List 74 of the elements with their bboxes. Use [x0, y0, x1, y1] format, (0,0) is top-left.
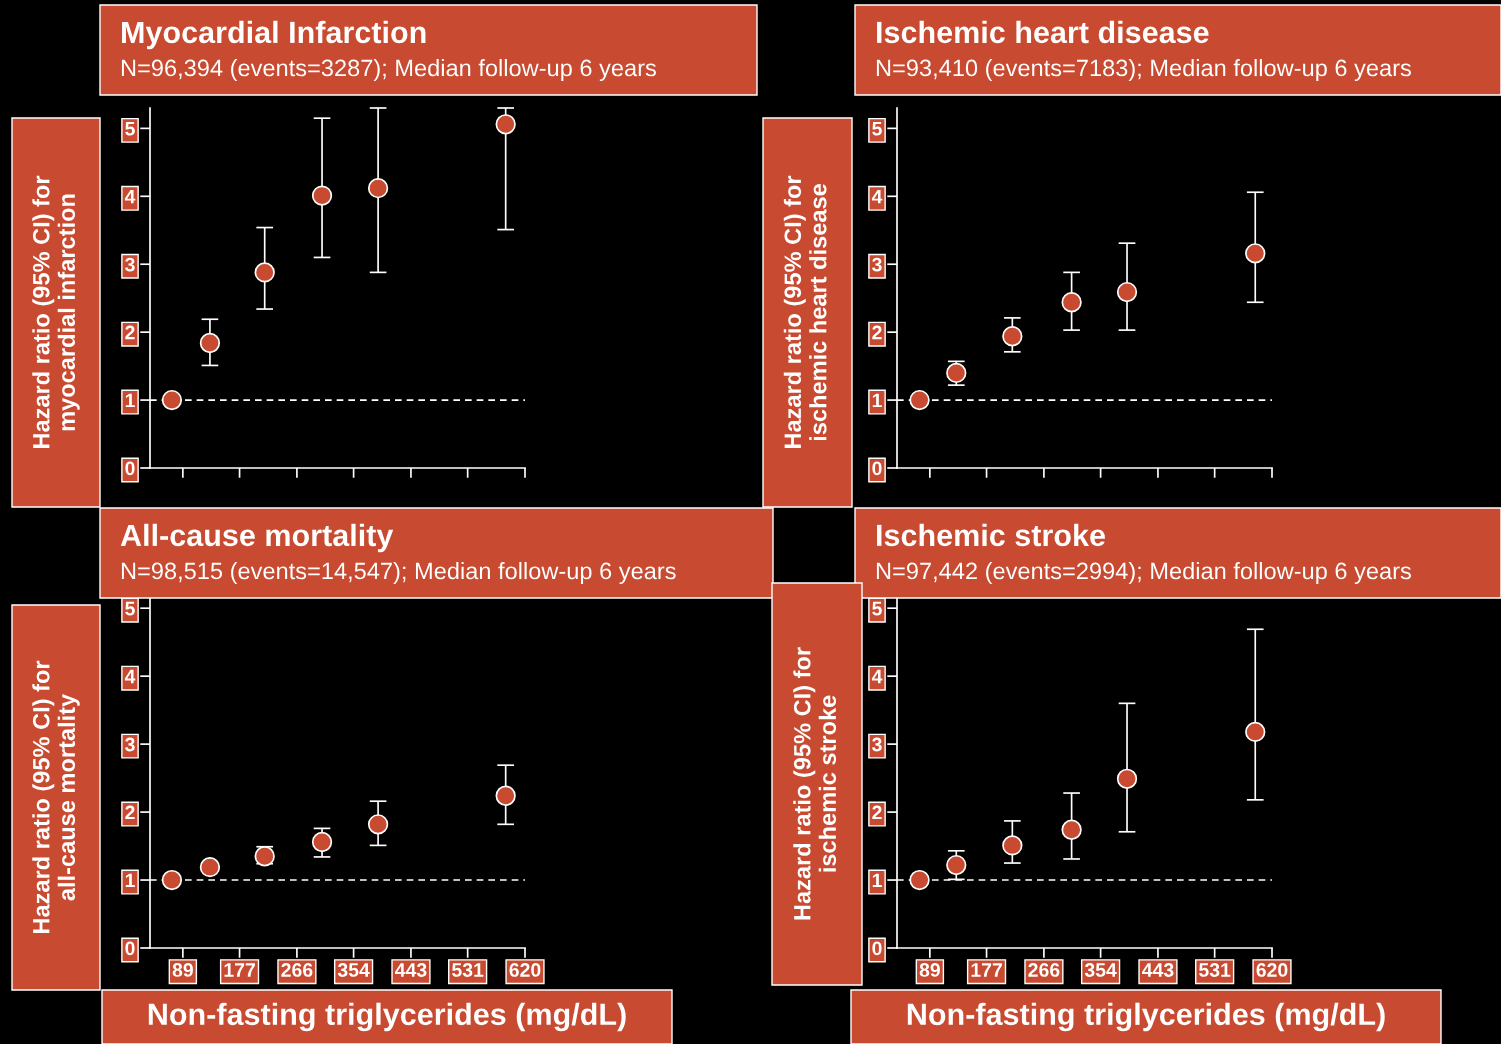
- point: [909, 869, 930, 891]
- point: [1002, 326, 1023, 347]
- y-tick-label: 3: [125, 257, 135, 272]
- x-tick-label: 354: [337, 963, 370, 977]
- y-tick-label: 0: [125, 941, 135, 956]
- x-tick-label: 89: [172, 963, 193, 977]
- point: [1061, 292, 1082, 313]
- x-tick-label: 443: [395, 963, 427, 977]
- y-tick-label: 1: [125, 393, 135, 408]
- y-tick-label: 4: [124, 189, 136, 204]
- y-axis-title: Hazard ratio (95% CI) for ischemic heart disease: [783, 175, 827, 449]
- x-tick-label: 354: [1084, 963, 1117, 977]
- chart-subtitle: N=98,515 (events=14,547); Median follow-up 6 years: [121, 561, 676, 585]
- x-tick-label: 620: [1256, 963, 1288, 977]
- y-tick-label: 2: [125, 805, 135, 820]
- point: [1002, 835, 1023, 856]
- x-axis-title: Non-fasting triglycerides (mg/dL): [907, 1002, 1385, 1032]
- point: [946, 854, 967, 876]
- point: [367, 814, 389, 835]
- point: [311, 831, 333, 853]
- y-tick-label: 4: [871, 189, 883, 204]
- point: [1116, 281, 1138, 303]
- y-tick-label: 1: [125, 873, 135, 888]
- y-tick-label: 4: [124, 669, 136, 684]
- x-tick-label: 620: [509, 963, 541, 977]
- point: [495, 114, 516, 135]
- y-tick-label: 1: [872, 873, 882, 888]
- point: [495, 785, 516, 806]
- y-tick-label: 2: [872, 805, 882, 820]
- y-tick-label: 2: [125, 325, 135, 340]
- point: [1245, 243, 1266, 264]
- y-axis-title: Hazard ratio (95% CI) for ischemic stroke: [793, 647, 837, 920]
- chart-title: All-cause mortality: [120, 523, 394, 553]
- y-tick-label: 3: [125, 737, 135, 752]
- y-tick-label: 0: [872, 461, 882, 476]
- y-tick-label: 5: [125, 601, 135, 616]
- y-tick-label: 5: [125, 122, 135, 136]
- x-axis-title: Non-fasting triglycerides (mg/dL): [148, 1002, 626, 1032]
- x-tick-label: 443: [1142, 963, 1174, 977]
- y-tick-label: 5: [872, 122, 882, 136]
- x-tick-label: 531: [452, 963, 484, 977]
- point: [161, 389, 183, 411]
- y-tick-label: 5: [872, 601, 882, 616]
- point: [1245, 721, 1266, 743]
- x-tick-label: 531: [1199, 963, 1231, 977]
- chart-subtitle: N=97,442 (events=2994); Median follow-up 6 years: [876, 561, 1411, 585]
- point: [311, 185, 333, 206]
- point: [1116, 768, 1138, 789]
- x-tick-label: 266: [281, 963, 313, 977]
- point: [909, 389, 930, 411]
- y-tick-label: 0: [872, 941, 882, 956]
- y-axis-title: Hazard ratio (95% CI) for myocardial infarction: [32, 175, 80, 449]
- point: [199, 332, 221, 354]
- x-tick-label: 89: [919, 963, 940, 977]
- chart-title: Myocardial Infarction: [122, 20, 426, 50]
- chart-title: Ischemic stroke: [877, 523, 1105, 547]
- point: [161, 869, 183, 891]
- y-tick-label: 4: [871, 669, 883, 684]
- x-tick-label: 177: [971, 963, 1002, 977]
- y-tick-label: 3: [872, 257, 882, 272]
- point: [367, 177, 389, 199]
- chart-title: Ischemic heart disease: [877, 20, 1209, 44]
- y-tick-label: 0: [125, 461, 135, 476]
- y-tick-label: 3: [872, 737, 882, 752]
- x-tick-label: 177: [224, 963, 255, 977]
- y-tick-label: 2: [872, 325, 882, 340]
- point: [1061, 819, 1082, 840]
- chart-subtitle: N=96,394 (events=3287); Median follow-up 6 years: [121, 59, 656, 81]
- point: [199, 856, 221, 878]
- point: [254, 262, 275, 283]
- y-axis-title: Hazard ratio (95% CI) for all-cause mortality: [32, 660, 80, 934]
- y-tick-label: 1: [872, 393, 882, 408]
- x-tick-label: 266: [1028, 963, 1060, 977]
- chart-subtitle: N=93,410 (events=7183); Median follow-up 6 years: [876, 59, 1411, 81]
